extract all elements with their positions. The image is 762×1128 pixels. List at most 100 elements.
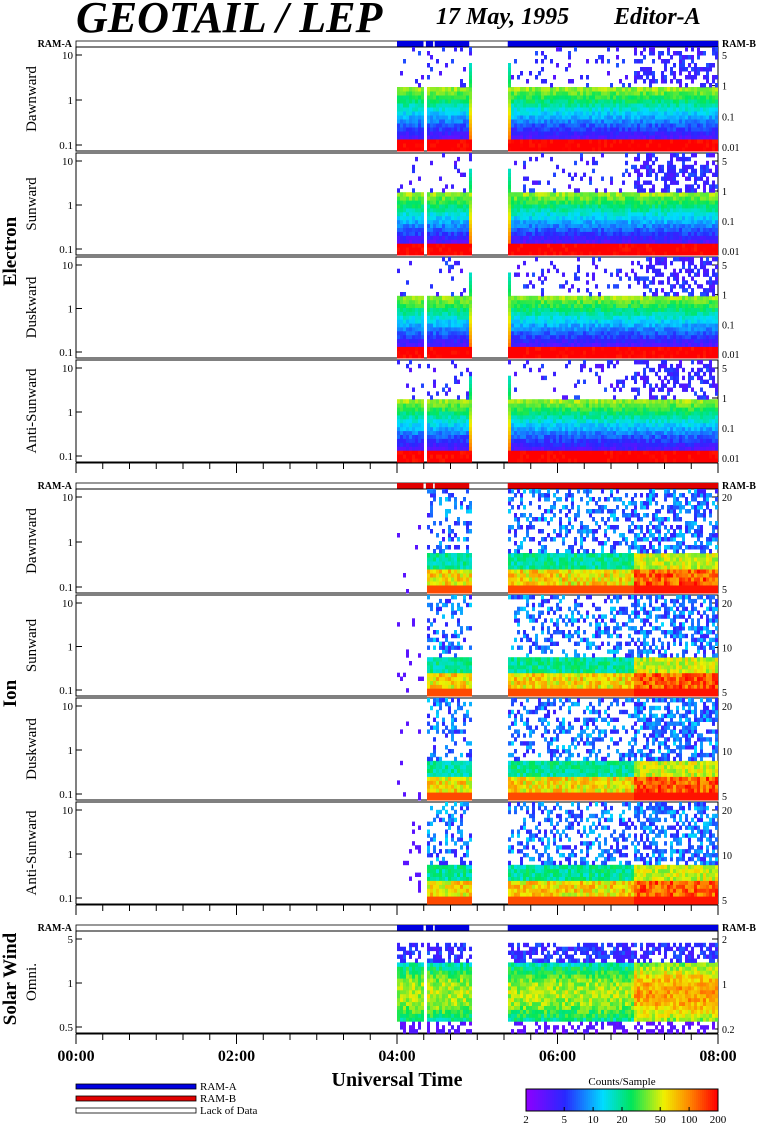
- spectrogram-cell: [610, 342, 613, 347]
- spectrogram-cell: [637, 87, 640, 92]
- spectrogram-cell: [577, 268, 580, 274]
- spectrogram-cell: [547, 323, 550, 328]
- spectrogram-cell: [508, 346, 511, 351]
- spectrogram-cell: [715, 164, 718, 170]
- spectrogram-cell: [457, 247, 460, 252]
- spectrogram-cell: [694, 247, 697, 252]
- spectrogram-cell: [466, 235, 469, 240]
- spectrogram-cell: [697, 184, 700, 189]
- spectrogram-cell: [433, 235, 436, 240]
- spectrogram-cell: [400, 143, 403, 148]
- spectrogram-cell: [652, 342, 655, 347]
- spectrogram-cell: [667, 127, 670, 132]
- spectrogram-cell: [448, 219, 451, 225]
- spectrogram-cell: [652, 71, 655, 76]
- spectrogram-cell: [586, 207, 589, 213]
- spectrogram-cell: [601, 247, 604, 252]
- spectrogram-cell: [703, 91, 706, 96]
- spectrogram-cell: [577, 115, 580, 120]
- spectrogram-cell: [511, 311, 514, 316]
- spectrogram-cell: [589, 119, 592, 124]
- spectrogram-cell: [637, 346, 640, 351]
- spectrogram-cell: [661, 288, 664, 293]
- spectrogram-cell: [637, 223, 640, 228]
- spectrogram-cell: [640, 95, 643, 100]
- spectrogram-cell: [511, 91, 514, 96]
- spectrogram-cell: [463, 307, 466, 312]
- spectrogram-cell: [601, 55, 604, 60]
- spectrogram-cell: [706, 135, 709, 140]
- spectrogram-cell: [601, 111, 604, 116]
- spectrogram-cell: [577, 95, 580, 100]
- spectrogram-cell: [514, 103, 517, 108]
- spectrogram-cell: [610, 231, 613, 236]
- spectrogram-cell: [643, 143, 646, 148]
- spectrogram-cell: [403, 350, 406, 355]
- spectrogram-cell: [571, 111, 574, 116]
- spectrogram-cell: [691, 127, 694, 132]
- spectrogram-cell: [397, 207, 400, 213]
- spectrogram-cell: [547, 204, 550, 209]
- spectrogram-cell: [586, 319, 589, 324]
- spectrogram-cell: [646, 219, 649, 225]
- spectrogram-cell: [415, 211, 418, 217]
- spectrogram-cell: [658, 207, 661, 213]
- spectrogram-cell: [589, 326, 592, 332]
- spectrogram-cell: [544, 251, 547, 256]
- spectrogram-cell: [670, 303, 673, 308]
- spectrogram-cell: [529, 139, 532, 144]
- spectrogram-cell: [712, 235, 715, 240]
- spectrogram-cell: [559, 219, 562, 225]
- spectrogram-cell: [466, 200, 469, 205]
- spectrogram-cell: [679, 346, 682, 351]
- spectrogram-cell: [547, 215, 550, 221]
- spectrogram-cell: [649, 147, 652, 152]
- spectrogram-cell: [574, 276, 577, 281]
- spectrogram-cell: [661, 59, 664, 64]
- spectrogram-cell: [454, 127, 457, 132]
- spectrogram-cell: [628, 323, 631, 328]
- spectrogram-cell: [709, 153, 712, 158]
- spectrogram-cell: [448, 131, 451, 136]
- spectrogram-cell: [415, 207, 418, 213]
- spectrogram-cell: [646, 239, 649, 244]
- spectrogram-cell: [526, 196, 529, 201]
- spectrogram-cell: [544, 326, 547, 332]
- spectrogram-cell: [544, 95, 547, 100]
- spectrogram-cell: [538, 71, 541, 76]
- spectrogram-cell: [670, 176, 673, 181]
- spectrogram-cell: [415, 354, 418, 359]
- spectrogram-cell: [568, 200, 571, 205]
- spectrogram-cell: [466, 295, 469, 301]
- spectrogram-cell: [601, 243, 604, 248]
- spectrogram-cell: [397, 342, 400, 347]
- spectrogram-cell: [529, 243, 532, 248]
- spectrogram-cell: [448, 192, 451, 197]
- spectrogram-cell: [514, 311, 517, 316]
- spectrogram-cell: [532, 180, 535, 185]
- spectrogram-cell: [580, 139, 583, 144]
- spectrogram-cell: [547, 354, 550, 359]
- spectrogram-cell: [673, 51, 676, 56]
- spectrogram-cell: [547, 200, 550, 205]
- spectrogram-cell: [550, 311, 553, 316]
- spectrogram-cell: [538, 303, 541, 308]
- spectrogram-cell: [397, 119, 400, 124]
- spectrogram-cell: [511, 99, 514, 104]
- spectrogram-cell: [667, 200, 670, 205]
- spectrogram-cell: [430, 103, 433, 108]
- spectrogram-cell: [580, 235, 583, 240]
- spectrogram-cell: [412, 350, 415, 355]
- spectrogram-cell: [565, 192, 568, 197]
- spectrogram-cell: [700, 207, 703, 213]
- spectrogram-cell: [604, 268, 607, 274]
- spectrogram-cell: [397, 192, 400, 197]
- spectrogram-cell: [595, 143, 598, 148]
- spectrogram-cell: [529, 200, 532, 205]
- spectrogram-cell: [418, 83, 421, 88]
- spectrogram-cell: [400, 95, 403, 100]
- spectrogram-cell: [652, 139, 655, 144]
- spectrogram-cell: [655, 235, 658, 240]
- spectrogram-cell: [658, 330, 661, 336]
- spectrogram-cell: [574, 215, 577, 221]
